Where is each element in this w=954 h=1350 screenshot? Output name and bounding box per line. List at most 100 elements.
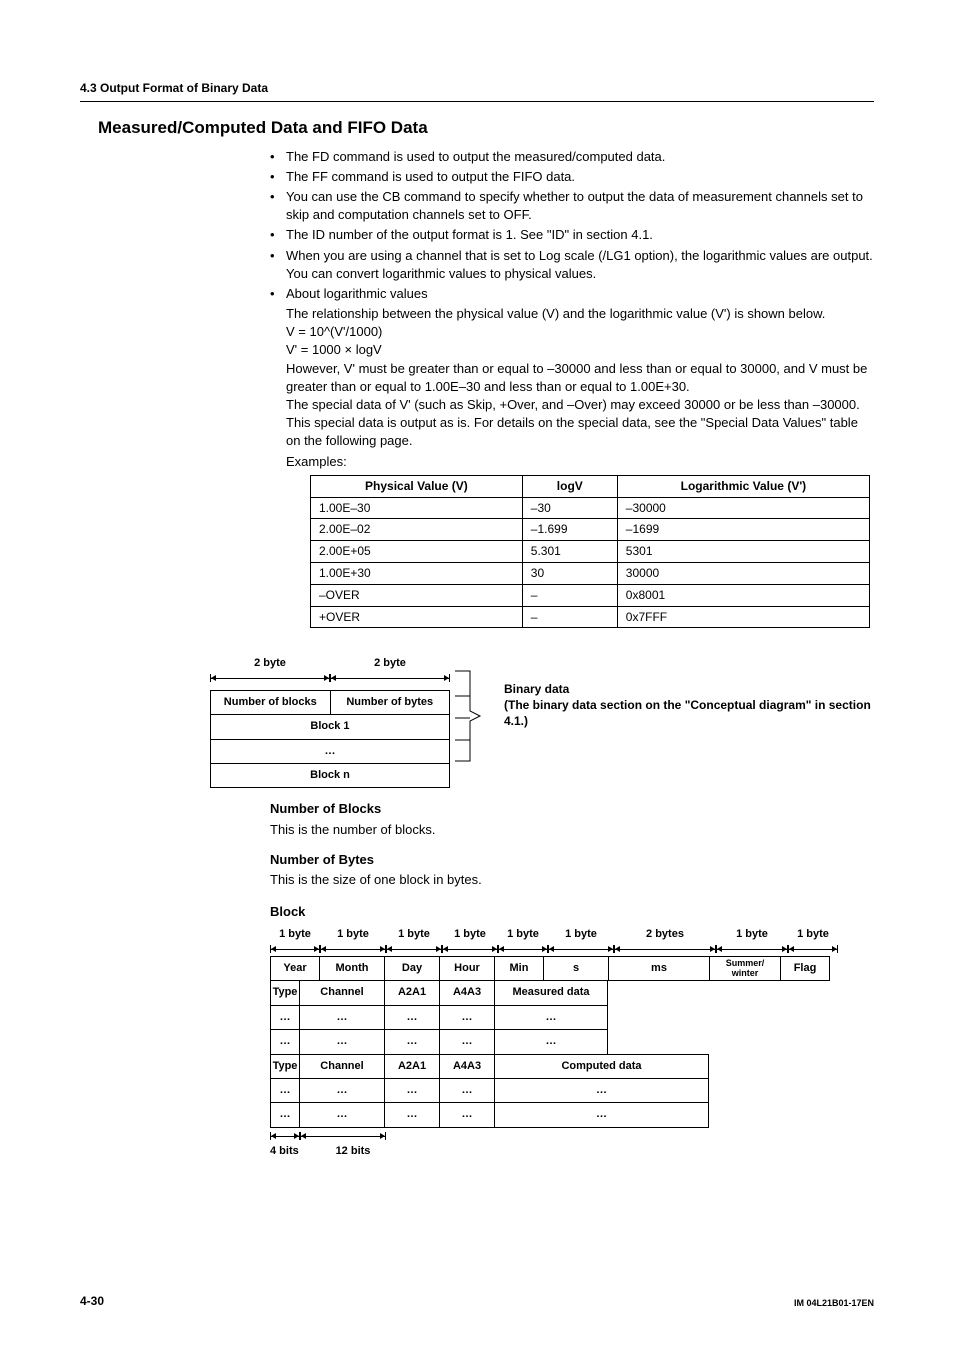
blockhdr-cell: Block n: [211, 763, 450, 787]
block-cell: …: [299, 1102, 385, 1127]
bullet-item: When you are using a channel that is set…: [270, 247, 874, 283]
log-td: –30000: [617, 497, 869, 519]
byte-label: 1 byte: [442, 927, 498, 942]
log-table: Physical Value (V) logV Logarithmic Valu…: [310, 475, 870, 629]
block-cell: …: [299, 1029, 385, 1054]
block-cell: …: [439, 1005, 495, 1030]
dim-label: 2 byte: [210, 656, 330, 671]
dim-label: 2 byte: [330, 656, 450, 671]
bullet-item: You can use the CB command to specify wh…: [270, 188, 874, 224]
block-cell: Channel: [299, 1054, 385, 1079]
log-td: 1.00E–30: [311, 497, 523, 519]
log-th: Physical Value (V): [311, 475, 523, 497]
examples-label: Examples:: [286, 453, 874, 471]
log-td: –: [522, 606, 617, 628]
log-td: –1.699: [522, 519, 617, 541]
sub-desc: This is the size of one block in bytes.: [270, 871, 874, 889]
bullet-list: The FD command is used to output the mea…: [270, 148, 874, 304]
page-number: 4-30: [80, 1293, 104, 1310]
bullet-item: The FF command is used to output the FIF…: [270, 168, 874, 186]
sub-heading: Number of Blocks: [270, 800, 874, 818]
block-cell: Flag: [780, 956, 830, 982]
byte-label: 1 byte: [386, 927, 442, 942]
blockhdr-cell: Number of bytes: [330, 690, 450, 714]
log-td: –: [522, 584, 617, 606]
block-cell: …: [299, 1005, 385, 1030]
equation: V = 10^(V'/1000): [286, 323, 874, 341]
block-cell: …: [270, 1078, 300, 1103]
block-cell: …: [494, 1005, 608, 1030]
sub-heading: Number of Bytes: [270, 851, 874, 869]
block-cell: …: [384, 1029, 440, 1054]
log-td: –1699: [617, 519, 869, 541]
brace-title: Binary data: [504, 682, 874, 698]
block-cell: …: [384, 1005, 440, 1030]
block-cell: …: [384, 1102, 440, 1127]
log-th: Logarithmic Value (V'): [617, 475, 869, 497]
block-layout-diagram: 1 byte1 byte1 byte1 byte1 byte1 byte2 by…: [270, 927, 874, 1159]
log-td: –30: [522, 497, 617, 519]
byte-label: 1 byte: [788, 927, 838, 942]
bits-label: 4 bits: [270, 1144, 310, 1159]
log-td: 1.00E+30: [311, 562, 523, 584]
block-cell: A4A3: [439, 980, 495, 1005]
brace-label: Binary data (The binary data section on …: [504, 682, 874, 729]
block-cell: A4A3: [439, 1054, 495, 1079]
block-cell: …: [494, 1102, 709, 1127]
doc-id: IM 04L21B01-17EN: [794, 1297, 874, 1310]
block-cell: Hour: [439, 956, 495, 982]
block-cell: Min: [494, 956, 544, 982]
byte-label: 1 byte: [716, 927, 788, 942]
brace-sub: (The binary data section on the "Concept…: [504, 698, 874, 729]
block-cell: Computed data: [494, 1054, 709, 1079]
byte-label: 1 byte: [270, 927, 320, 942]
block-cell: …: [439, 1078, 495, 1103]
bullet-item: About logarithmic values: [270, 285, 874, 303]
block-cell: s: [543, 956, 609, 982]
bullet-item: The ID number of the output format is 1.…: [270, 226, 874, 244]
block-cell: …: [494, 1078, 709, 1103]
log-td: 5.301: [522, 541, 617, 563]
blockhdr-cell: …: [211, 739, 450, 763]
block-cell: …: [299, 1078, 385, 1103]
log-th: logV: [522, 475, 617, 497]
log-para: The special data of V' (such as Skip, +O…: [286, 396, 874, 451]
blockhdr-cell: Block 1: [211, 715, 450, 739]
block-cell: Day: [384, 956, 440, 982]
block-cell: Summer/winter: [709, 956, 781, 982]
log-td: 5301: [617, 541, 869, 563]
block-cell: Year: [270, 956, 320, 982]
page: 4.3 Output Format of Binary Data Measure…: [0, 0, 954, 1350]
brace-icon: [450, 656, 500, 766]
block-cell: A2A1: [384, 980, 440, 1005]
byte-label: 2 bytes: [614, 927, 716, 942]
log-td: 0x7FFF: [617, 606, 869, 628]
block-cell: …: [270, 1029, 300, 1054]
byte-label: 1 byte: [548, 927, 614, 942]
log-td: 30: [522, 562, 617, 584]
page-title: Measured/Computed Data and FIFO Data: [98, 116, 874, 140]
block-heading: Block: [270, 903, 874, 921]
log-td: 30000: [617, 562, 869, 584]
bullet-item: The FD command is used to output the mea…: [270, 148, 874, 166]
block-cell: …: [439, 1029, 495, 1054]
block-cell: Type: [270, 1054, 300, 1079]
byte-label: 1 byte: [498, 927, 548, 942]
sub-desc: This is the number of blocks.: [270, 821, 874, 839]
log-para: However, V' must be greater than or equa…: [286, 360, 874, 396]
log-td: +OVER: [311, 606, 523, 628]
block-cell: …: [494, 1029, 608, 1054]
blockhdr-cell: Number of blocks: [211, 690, 331, 714]
block-cell: Measured data: [494, 980, 608, 1005]
log-desc-line: The relationship between the physical va…: [286, 305, 874, 323]
block-cell: …: [439, 1102, 495, 1127]
byte-label: 1 byte: [320, 927, 386, 942]
equation: V' = 1000 × logV: [286, 341, 874, 359]
block-cell: ms: [608, 956, 710, 982]
block-cell: Month: [319, 956, 385, 982]
section-header: 4.3 Output Format of Binary Data: [80, 80, 874, 102]
bits-label: 12 bits: [310, 1144, 396, 1159]
block-cell: …: [270, 1005, 300, 1030]
log-td: 2.00E+05: [311, 541, 523, 563]
block-cell: Type: [270, 980, 300, 1005]
